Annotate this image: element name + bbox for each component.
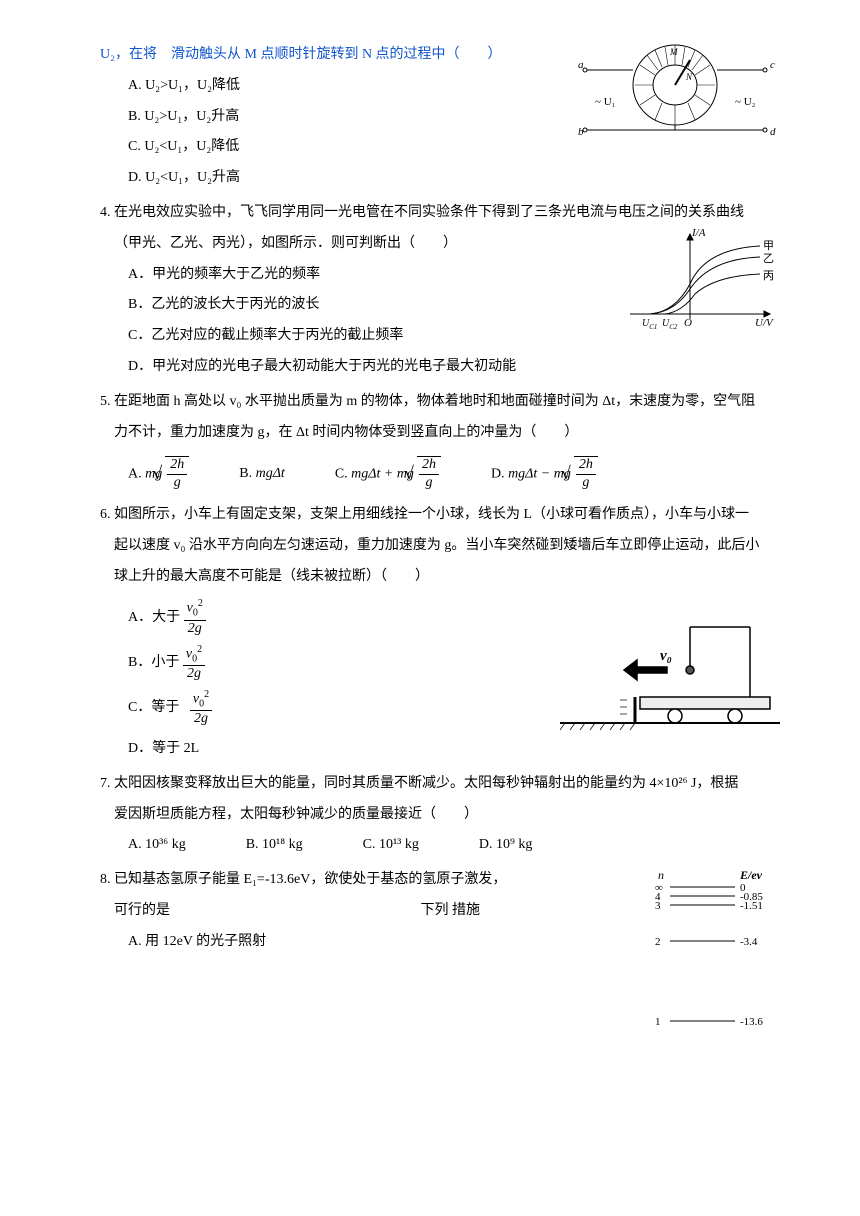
question-7: 7. 太阳因核聚变释放出巨大的能量，同时其质量不断减少。太阳每秒钟辐射出的能量约… xyxy=(100,769,780,861)
question-3-cont: a b c d M N ~ U₁ ~ U₂ U₂，在将 滑动触头从 M 点顺时针… xyxy=(100,40,780,194)
svg-text:O: O xyxy=(684,317,692,329)
q6-stem3: 球上升的最大高度不可能是（线未被拉断）（ ） xyxy=(100,562,780,593)
q5-optD: D. mgΔt − mg2hg xyxy=(491,456,598,492)
svg-text:1: 1 xyxy=(655,1016,661,1028)
svg-text:乙: 乙 xyxy=(763,252,774,265)
q5-D-label: D. xyxy=(491,467,505,482)
svg-text:~ U₁: ~ U₁ xyxy=(595,96,616,108)
svg-text:U/V: U/V xyxy=(755,317,774,329)
q7-stem2: 爱因斯坦质能方程，太阳每秒钟减少的质量最接近（ ） xyxy=(100,800,780,831)
figure-transformer: a b c d M N ~ U₁ ~ U₂ xyxy=(570,40,780,163)
q4-optD: D．甲光对应的光电子最大初动能大于丙光的光电子最大初动能 xyxy=(128,352,780,383)
svg-text:d: d xyxy=(770,126,776,138)
q5-B-label: B. xyxy=(239,466,252,481)
question-8: n E/ev ∞0 4-0.85 3-1.51 2-3.4 1-13.6 8. … xyxy=(100,865,780,957)
q5-optA: A. mg2hg xyxy=(128,456,189,492)
question-5: 5. 在距地面 h 高处以 v₀ 水平抛出质量为 m 的物体，物体着地时和地面碰… xyxy=(100,387,780,492)
svg-text:~ U₂: ~ U₂ xyxy=(735,96,756,108)
question-6: 6. 如图所示，小车上有固定支架，支架上用细线拴一个小球，线长为 L（小球可看作… xyxy=(100,500,780,765)
q7-optD: D. 10⁹ kg xyxy=(479,830,533,861)
q6-optA: A．大于 v022g xyxy=(128,598,550,637)
q3-optD: D. U₂<U₁，U₂升高 xyxy=(128,163,780,194)
svg-text:b: b xyxy=(578,126,584,138)
svg-text:a: a xyxy=(578,59,584,71)
q6-stem2: 起以速度 v₀ 沿水平方向向左匀速运动，重力加速度为 g。当小车突然碰到矮墙后车… xyxy=(100,531,780,562)
q8-stem-tail: 下列 措施 xyxy=(421,896,481,927)
svg-text:2: 2 xyxy=(655,936,661,948)
q6-A-label: A．大于 xyxy=(128,603,180,634)
svg-text:丙: 丙 xyxy=(763,270,774,282)
svg-text:UC1: UC1 xyxy=(642,318,657,331)
question-4: 4. 在光电效应实验中，飞飞同学用同一光电管在不同实验条件下得到了三条光电流与电… xyxy=(100,198,780,383)
svg-text:-3.4: -3.4 xyxy=(740,936,758,948)
svg-text:n: n xyxy=(658,868,664,882)
q8-stem1: 8. 已知基态氢原子能量 E₁=-13.6eV，欲使处于基态的氢原子激发， xyxy=(100,872,506,887)
svg-text:UC2: UC2 xyxy=(662,318,678,331)
q6-stem1: 6. 如图所示，小车上有固定支架，支架上用细线拴一个小球，线长为 L（小球可看作… xyxy=(100,500,780,531)
q5-stem2: 力不计，重力加速度为 g，在 Δt 时间内物体受到竖直向上的冲量为（ ） xyxy=(100,418,780,449)
q7-optC: C. 10¹³ kg xyxy=(363,830,419,861)
figure-cart: v₀ xyxy=(560,612,780,755)
svg-text:-13.6: -13.6 xyxy=(740,1016,763,1028)
svg-text:c: c xyxy=(770,59,775,71)
svg-text:N: N xyxy=(685,72,693,82)
svg-text:M: M xyxy=(669,47,678,57)
q7-stem1: 7. 太阳因核聚变释放出巨大的能量，同时其质量不断减少。太阳每秒钟辐射出的能量约… xyxy=(100,769,780,800)
q5-optC: C. mgΔt + mg2hg xyxy=(335,456,441,492)
svg-text:3: 3 xyxy=(655,900,661,912)
q6-optC: C．等于 v022g xyxy=(128,689,550,728)
q4-stem1: 4. 在光电效应实验中，飞飞同学用同一光电管在不同实验条件下得到了三条光电流与电… xyxy=(100,198,780,229)
figure-iv-curves: I/A 甲 乙 丙 UC1 UC2 O U/V xyxy=(620,224,780,347)
q5-stem1: 5. 在距地面 h 高处以 v₀ 水平抛出质量为 m 的物体，物体着地时和地面碰… xyxy=(100,387,780,418)
q7-optA: A. 10³⁶ kg xyxy=(128,830,186,861)
q5-options: A. mg2hg B. mgΔt C. mgΔt + mg2hg D. mgΔt… xyxy=(100,456,780,492)
q5-C-label: C. xyxy=(335,467,348,482)
q6-B-label: B．小于 xyxy=(128,648,179,679)
q5-optB: B. mgΔt xyxy=(239,459,285,490)
svg-text:甲: 甲 xyxy=(763,240,774,252)
svg-text:E/ev: E/ev xyxy=(739,868,763,882)
svg-text:-1.51: -1.51 xyxy=(740,900,763,912)
q7-options: A. 10³⁶ kg B. 10¹⁸ kg C. 10¹³ kg D. 10⁹ … xyxy=(100,830,780,861)
svg-text:v₀: v₀ xyxy=(660,648,672,664)
q5-A-label: A. xyxy=(128,467,142,482)
q6-C-label: C．等于 xyxy=(128,693,179,724)
figure-energy-levels: n E/ev ∞0 4-0.85 3-1.51 2-3.4 1-13.6 xyxy=(640,865,780,1048)
q7-optB: B. 10¹⁸ kg xyxy=(246,830,303,861)
q6-optB: B．小于 v022g xyxy=(128,644,550,683)
